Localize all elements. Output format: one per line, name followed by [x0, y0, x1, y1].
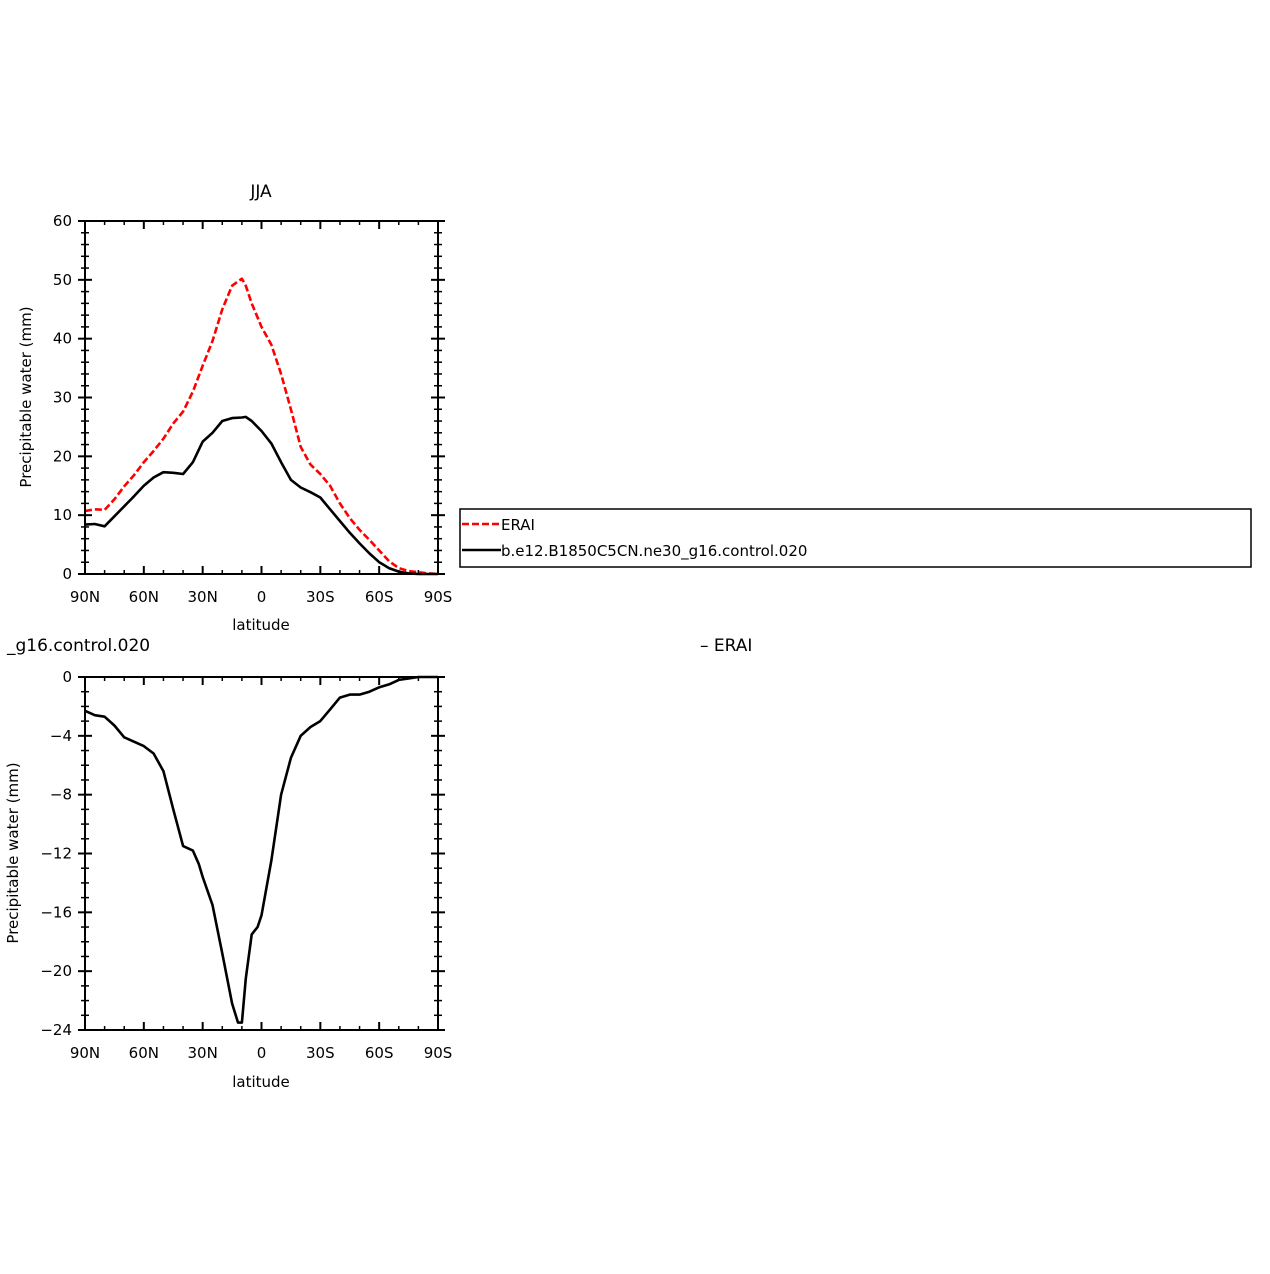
bottom-x-tick-label: 90N	[70, 1044, 100, 1062]
bottom-x-tick-label: 0	[257, 1044, 267, 1062]
top-tick-labels: 90N 60N 30N 0 30S 60S 90S 0 10 20 30 40 50 60	[53, 212, 452, 606]
legend-label-erai: ERAI	[501, 516, 535, 534]
bottom-y-tick-label: −24	[40, 1021, 72, 1039]
top-panel: JJA Precipitable water (mm) latitude 90N…	[17, 182, 452, 634]
bottom-tick-marks	[78, 676, 445, 1031]
bottom-x-tick-label: 30S	[306, 1044, 335, 1062]
bottom-x-axis-label: latitude	[232, 1073, 290, 1091]
top-x-tick-label: 30N	[188, 588, 218, 606]
top-x-tick-label: 90S	[424, 588, 453, 606]
top-y-tick-label: 0	[62, 565, 72, 583]
bottom-panel: _g16.control.020 – ERAI Precipitable wat…	[4, 636, 752, 1091]
top-series-lines	[84, 277, 439, 576]
top-x-tick-label: 30S	[306, 588, 335, 606]
bottom-y-tick-label: −12	[40, 845, 72, 863]
top-y-tick-label: 30	[53, 389, 72, 407]
bottom-tick-labels: 90N 60N 30N 0 30S 60S 90S 0 −4 −8 −12 −16 −20 −24	[40, 668, 452, 1062]
series-line-b-e12-b1850c5cn-ne30-g16-control-020	[84, 415, 438, 576]
top-y-axis-label: Precipitable water (mm)	[17, 306, 35, 487]
legend-label-model: b.e12.B1850C5CN.ne30_g16.control.020	[501, 542, 807, 561]
bottom-y-tick-label: −4	[50, 727, 72, 745]
top-x-tick-label: 60N	[129, 588, 159, 606]
top-y-tick-label: 10	[53, 506, 72, 524]
top-plot-frame	[84, 220, 439, 575]
bottom-y-tick-label: −20	[40, 962, 72, 980]
bottom-y-tick-label: −8	[50, 786, 72, 804]
top-x-tick-label: 0	[257, 588, 267, 606]
series-line-erai	[84, 277, 439, 576]
top-x-tick-label: 60S	[365, 588, 394, 606]
top-chart-title: JJA	[249, 182, 272, 202]
bottom-y-tick-label: −16	[40, 903, 72, 921]
bottom-plot-frame	[84, 676, 439, 1031]
bottom-x-tick-label: 90S	[424, 1044, 453, 1062]
bottom-x-tick-label: 60N	[129, 1044, 159, 1062]
top-x-tick-label: 90N	[70, 588, 100, 606]
bottom-chart-title-left: _g16.control.020	[6, 636, 150, 656]
top-y-tick-label: 20	[53, 447, 72, 465]
bottom-x-tick-label: 30N	[188, 1044, 218, 1062]
legend: ERAI b.e12.B1850C5CN.ne30_g16.control.02…	[459, 508, 1252, 568]
top-y-tick-label: 60	[53, 212, 72, 230]
bottom-x-tick-label: 60S	[365, 1044, 394, 1062]
top-tick-marks	[78, 220, 445, 575]
top-x-axis-label: latitude	[232, 616, 290, 634]
bottom-y-axis-label: Precipitable water (mm)	[4, 762, 22, 943]
top-y-tick-label: 40	[53, 330, 72, 348]
series-line-bottom-difference	[84, 675, 438, 1024]
bottom-y-tick-label: 0	[62, 668, 72, 686]
top-y-tick-label: 50	[53, 271, 72, 289]
legend-box	[459, 508, 1252, 568]
bottom-series-lines	[84, 675, 438, 1024]
bottom-chart-title-right: – ERAI	[700, 636, 752, 656]
